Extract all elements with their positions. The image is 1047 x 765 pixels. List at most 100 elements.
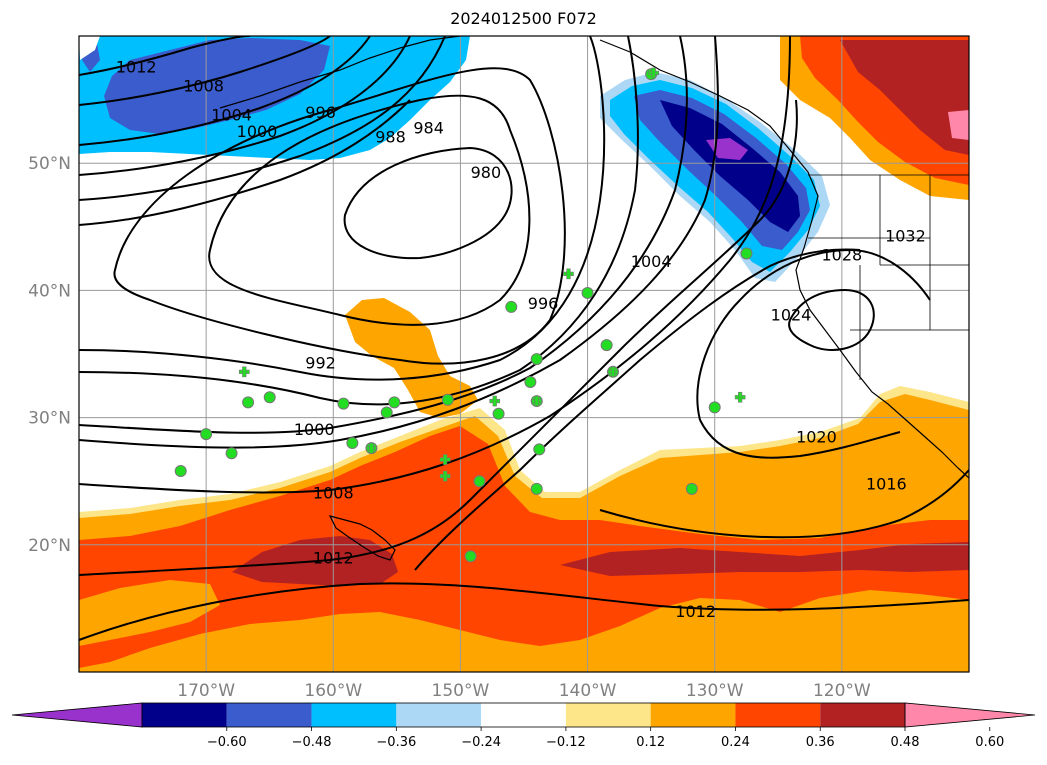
isobar-label: 1032 (885, 227, 926, 246)
obs-circle-marker (708, 401, 721, 414)
isobar-1008 (79, 36, 791, 494)
map-title: 2024012500 F072 (450, 9, 597, 28)
colorbar-tick-label: 0.48 (891, 735, 920, 750)
observation-markers (174, 67, 753, 563)
isobar-992 (79, 36, 606, 381)
anomaly-fill-ne-0.60 (948, 110, 969, 140)
colorbar-segment (311, 703, 397, 727)
isobar-label: 1008 (183, 76, 224, 95)
isobar-label: 1004 (631, 252, 672, 271)
colorbar-tick-label: −0.24 (461, 735, 501, 750)
obs-cross-marker (238, 366, 250, 378)
obs-circle-marker (473, 475, 486, 488)
colorbar-frame (141, 702, 906, 728)
map-frame (78, 35, 970, 673)
isobar-label: 1028 (821, 246, 862, 265)
obs-circle-marker (464, 550, 477, 563)
isobar-984 (208, 94, 531, 326)
isobar-label: 1020 (796, 427, 837, 446)
colorbar-tick-label: −0.36 (376, 735, 416, 750)
lon-tick-label: 170°W (177, 681, 235, 701)
state-borders (808, 174, 969, 380)
anomaly-fill-bering-neg0.36 (104, 38, 330, 134)
isobar-1000 (79, 36, 688, 434)
anomaly-fill-ne-0.48 (840, 40, 969, 155)
colorbar-segment (565, 703, 651, 727)
coastline-alaska (219, 36, 461, 109)
isobar-1024 (788, 288, 875, 351)
isobar-1016 (414, 248, 969, 571)
colorbar-extend-min (11, 702, 143, 728)
colorbar-segment (735, 703, 821, 727)
colorbar-segment (481, 703, 566, 727)
obs-circle-marker (740, 247, 753, 260)
obs-circle-marker (685, 482, 698, 495)
anomaly-fill-tongue (345, 298, 478, 418)
graticule (79, 36, 969, 672)
obs-circle-marker (524, 375, 537, 388)
obs-circle-marker (242, 396, 255, 409)
colorbar-segment (650, 703, 736, 727)
coastline-hawaii (328, 515, 396, 561)
isobar-996 (79, 36, 639, 406)
isobar-label: 1004 (211, 106, 252, 125)
isobar-label: 980 (471, 163, 502, 182)
colorbar-extend-max (904, 702, 1036, 728)
lon-tick-label: 130°W (686, 681, 744, 701)
colorbar-tick-label: 0.60 (975, 735, 1004, 750)
isobar-label: 1012 (675, 602, 716, 621)
obs-circle-marker (337, 397, 350, 410)
obs-cross-marker (607, 366, 619, 378)
isobar-label: 996 (528, 294, 559, 313)
isobar-1012-b (79, 582, 969, 641)
lat-tick-label: 20°N (28, 536, 71, 556)
colorbar-tick-label: 0.24 (721, 735, 750, 750)
obs-cross-marker (439, 470, 451, 482)
colorbar-tick-label: −0.12 (546, 735, 586, 750)
map-area (79, 36, 969, 672)
obs-circle-marker (441, 393, 454, 406)
isobar-label: 1012 (116, 57, 157, 76)
obs-circle-marker (581, 286, 594, 299)
axis-labels: 20°N 30°N 40°N 50°N 170°W 160°W 150°W 140°W 130°… (28, 154, 871, 701)
colorbar-tick-label: −0.48 (292, 735, 332, 750)
obs-circle-marker (530, 353, 543, 366)
lat-tick-label: 40°N (28, 281, 71, 301)
isobar-988 (113, 67, 566, 365)
isobar-north-3 (79, 36, 371, 146)
isobar-label: 992 (305, 354, 336, 373)
anomaly-fill-0.24-se (780, 590, 969, 672)
lon-tick-label: 160°W (304, 681, 362, 701)
isobar-label: 1000 (237, 122, 278, 141)
obs-circle-marker (533, 443, 546, 456)
lon-tick-label: 140°W (559, 681, 617, 701)
obs-circle-marker (492, 407, 505, 420)
colorbar-segment (396, 703, 482, 727)
obs-circle-marker (225, 447, 238, 460)
obs-cross-marker (648, 67, 659, 79)
obs-cross-marker (734, 391, 746, 403)
isobar-contours (79, 36, 969, 641)
isobar-label: 1024 (771, 305, 812, 324)
lat-tick-label: 50°N (28, 154, 71, 174)
colorbar-tick-label: 0.36 (806, 735, 835, 750)
isobar-label: 1008 (313, 483, 354, 502)
colorbar-tick-label: −0.60 (207, 735, 247, 750)
colorbar-tick-label: 0.12 (636, 735, 665, 750)
obs-circle-marker (600, 339, 613, 352)
isobar-north-5 (79, 36, 446, 201)
lon-tick-label: 120°W (813, 681, 871, 701)
colorbar-segment (142, 703, 227, 727)
isobar-1012-a (79, 99, 798, 576)
obs-circle-marker (346, 437, 359, 450)
isobar-label: 996 (305, 103, 336, 122)
obs-circle-marker (380, 406, 393, 419)
obs-circle-marker (263, 391, 276, 404)
lat-tick-label: 30°N (28, 409, 71, 429)
anomaly-fill-bering-white (79, 36, 100, 60)
coastline-north-america (599, 39, 969, 479)
obs-circle-marker (505, 300, 518, 313)
colorbar: −0.60 −0.48 −0.36 −0.24 −0.12 0.12 0.24 0.36 0.4… (11, 702, 1036, 750)
